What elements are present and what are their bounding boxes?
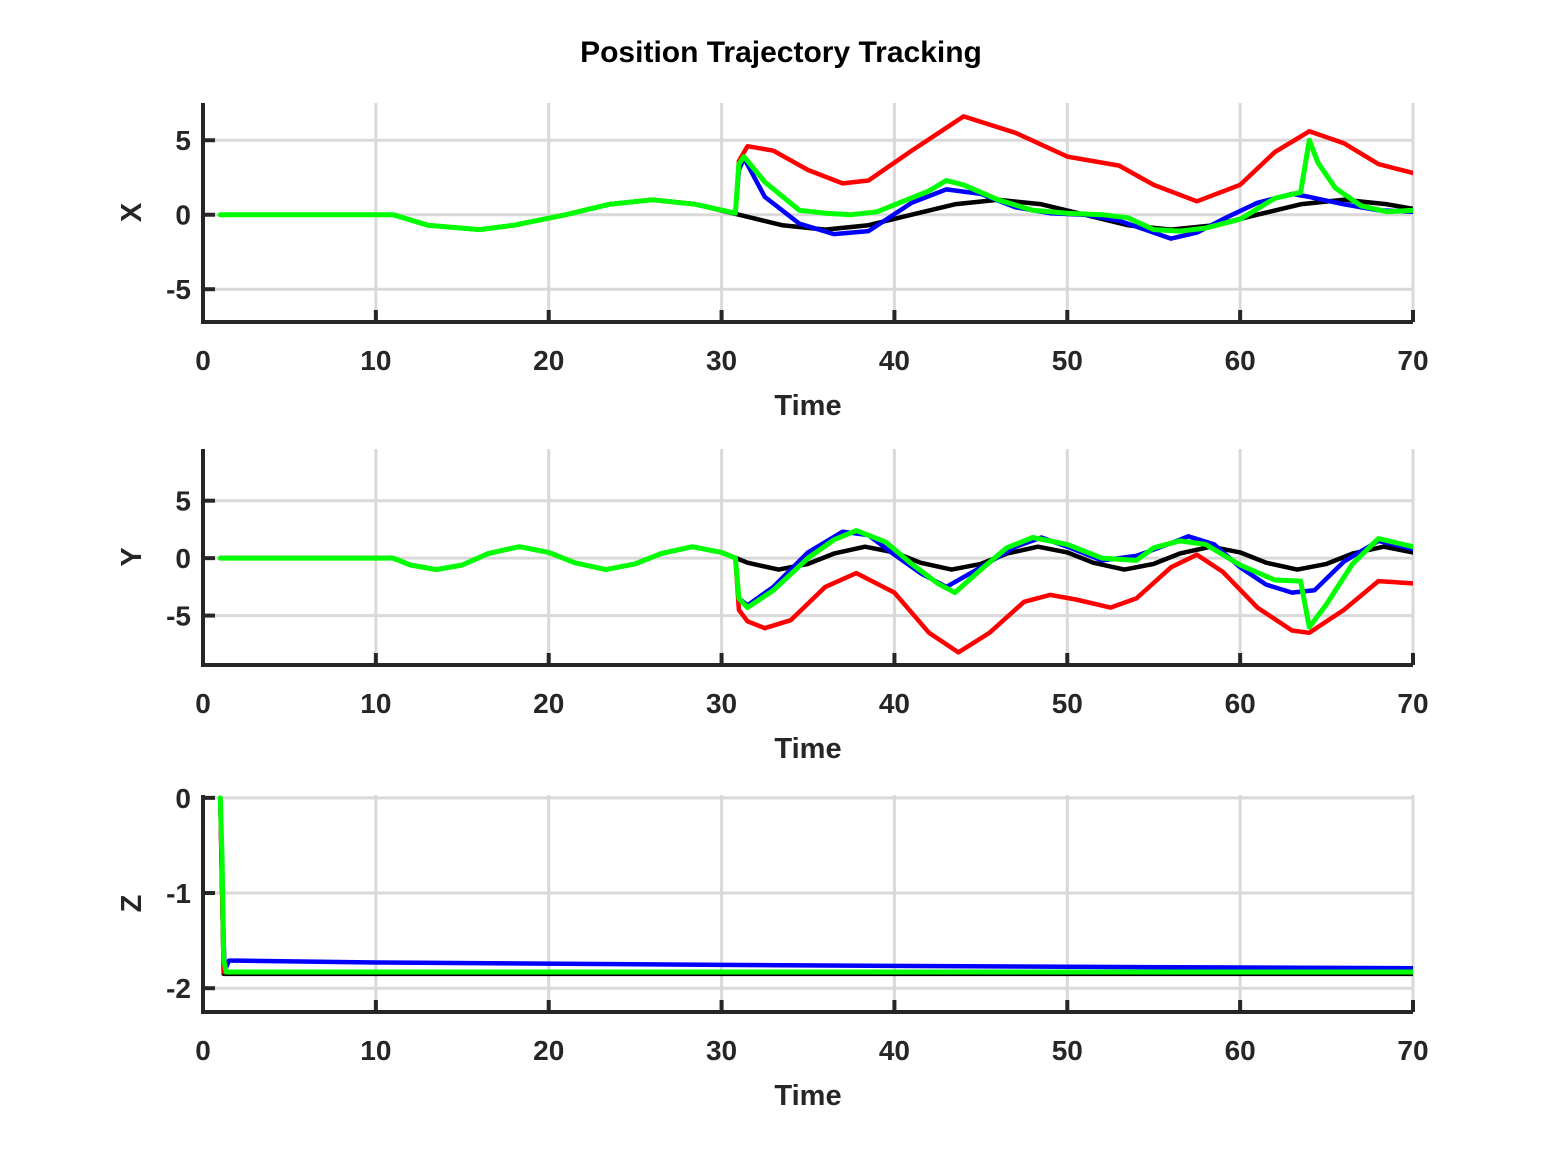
subplot-z-xtick-label: 40 — [879, 1035, 910, 1066]
subplot-x-xtick-label: 40 — [879, 345, 910, 376]
subplot-x-xtick-label: 20 — [533, 345, 564, 376]
subplot-z-xtick-label: 20 — [533, 1035, 564, 1066]
subplot-x-xtick-label: 60 — [1225, 345, 1256, 376]
subplot-z-xtick-label: 0 — [195, 1035, 211, 1066]
subplot-z-xtick-label: 30 — [706, 1035, 737, 1066]
subplot-z-xtick-label: 70 — [1397, 1035, 1428, 1066]
subplot-x-ytick-label: -5 — [166, 274, 191, 305]
subplot-z-ytick-label: -2 — [166, 973, 191, 1004]
subplot-y-xtick-label: 0 — [195, 688, 211, 719]
subplot-y-series-line-3 — [217, 528, 1413, 630]
subplot-y-ytick-label: 5 — [175, 486, 191, 517]
subplot-y-xtick-label: 20 — [533, 688, 564, 719]
subplot-x-xtick-label: 70 — [1397, 345, 1428, 376]
subplot-y-ylabel: Y — [116, 547, 148, 566]
subplot-x-ytick-label: 0 — [175, 200, 191, 231]
subplot-x-xtick-label: 10 — [360, 345, 391, 376]
subplot-z-series-group — [217, 795, 1413, 977]
subplot-x-series-group — [217, 114, 1413, 241]
subplot-y-ytick-label: 0 — [175, 543, 191, 574]
subplot-y: 0 10 20 30 40 50 60 70 -5 0 5 Time Y — [116, 449, 1429, 765]
subplot-y-xtick-label: 60 — [1225, 688, 1256, 719]
subplot-x-xtick-label: 50 — [1052, 345, 1083, 376]
subplot-z-ytick-label: 0 — [175, 783, 191, 814]
subplot-x-xtick-label: 30 — [706, 345, 737, 376]
chart-title: Position Trajectory Tracking — [580, 36, 982, 69]
subplot-z-ytick-label: -1 — [166, 878, 191, 909]
subplot-z-series-line-3 — [217, 795, 1413, 975]
subplot-y-xtick-label: 30 — [706, 688, 737, 719]
subplot-y-ytick-label: -5 — [166, 601, 191, 632]
subplot-x-ylabel: X — [116, 202, 148, 222]
subplot-y-xlabel: Time — [774, 733, 841, 765]
subplot-x-series-line-3 — [217, 137, 1413, 234]
subplot-y-xtick-label: 40 — [879, 688, 910, 719]
subplot-y-series-group — [217, 528, 1413, 655]
subplot-z-xtick-label: 50 — [1052, 1035, 1083, 1066]
subplot-x-xtick-label: 0 — [195, 345, 211, 376]
subplot-x: 0 10 20 30 40 50 60 70 -5 0 5 Time X — [116, 103, 1429, 422]
subplot-y-xtick-label: 10 — [360, 688, 391, 719]
subplot-x-ytick-label: 5 — [175, 125, 191, 156]
subplot-z: 0 10 20 30 40 50 60 70 -2 -1 0 Time Z — [116, 783, 1429, 1112]
subplot-x-xlabel: Time — [774, 390, 841, 422]
subplot-z-xtick-label: 10 — [360, 1035, 391, 1066]
subplot-z-xlabel: Time — [774, 1080, 841, 1112]
subplot-z-xtick-label: 60 — [1225, 1035, 1256, 1066]
subplot-z-ylabel: Z — [116, 895, 148, 913]
subplot-y-xtick-label: 70 — [1397, 688, 1428, 719]
subplot-y-xtick-label: 50 — [1052, 688, 1083, 719]
